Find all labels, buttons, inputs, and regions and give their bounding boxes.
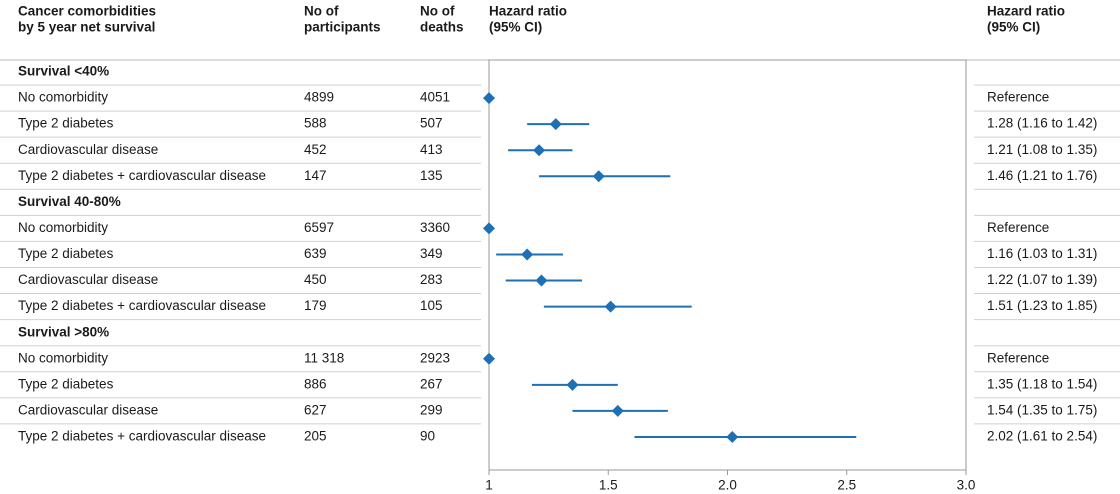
deaths: 135 (420, 168, 443, 183)
deaths: 90 (420, 429, 435, 444)
row-label: Type 2 diabetes + cardiovascular disease (18, 298, 266, 313)
participants: 179 (304, 298, 327, 313)
deaths: 507 (420, 116, 443, 131)
x-tick-label: 2.0 (718, 478, 737, 493)
hr-marker (592, 170, 605, 183)
hr-label: Reference (987, 90, 1049, 105)
deaths: 267 (420, 376, 443, 391)
hr-marker (535, 274, 548, 287)
hr-marker (521, 248, 534, 261)
x-tick-label: 1.5 (599, 478, 618, 493)
hr-label: 1.16 (1.03 to 1.31) (987, 246, 1097, 261)
column-header: deaths (420, 20, 464, 35)
column-header: Hazard ratio (489, 4, 567, 19)
participants: 452 (304, 142, 327, 157)
participants: 886 (304, 376, 327, 391)
participants: 6597 (304, 220, 334, 235)
row-label: Type 2 diabetes + cardiovascular disease (18, 168, 266, 183)
row-label: Cardiovascular disease (18, 142, 158, 157)
x-tick-label: 3.0 (957, 478, 976, 493)
row-label: Type 2 diabetes + cardiovascular disease (18, 429, 266, 444)
plot-frame (488, 59, 967, 471)
row-label: Cardiovascular disease (18, 272, 158, 287)
row-label: No comorbidity (18, 220, 108, 235)
group-label: Survival >80% (18, 324, 109, 339)
x-tick-label: 2.5 (837, 478, 856, 493)
group-label: Survival 40-80% (18, 194, 121, 209)
hr-label: 1.51 (1.23 to 1.85) (987, 298, 1097, 313)
column-header: No of (420, 4, 455, 19)
hr-label: 2.02 (1.61 to 2.54) (987, 429, 1097, 444)
hr-label: Reference (987, 220, 1049, 235)
hr-marker (483, 352, 495, 365)
deaths: 2923 (420, 350, 450, 365)
column-header: (95% CI) (489, 20, 542, 35)
hr-marker (533, 144, 546, 157)
column-header: Cancer comorbidities (18, 4, 156, 19)
row-label: No comorbidity (18, 350, 108, 365)
x-tick-label: 1 (485, 478, 493, 493)
column-header: Hazard ratio (987, 4, 1065, 19)
hr-marker (483, 222, 495, 235)
deaths: 4051 (420, 90, 450, 105)
participants: 205 (304, 429, 327, 444)
deaths: 3360 (420, 220, 450, 235)
deaths: 299 (420, 402, 443, 417)
column-header: (95% CI) (987, 20, 1040, 35)
column-header: participants (304, 20, 381, 35)
participants: 639 (304, 246, 327, 261)
deaths: 283 (420, 272, 443, 287)
column-header: by 5 year net survival (18, 20, 155, 35)
hr-marker (483, 92, 495, 105)
hr-label: Reference (987, 350, 1049, 365)
participants: 627 (304, 402, 327, 417)
group-label: Survival <40% (18, 64, 109, 79)
hr-marker (611, 404, 624, 417)
hr-marker (549, 118, 562, 131)
row-label: Cardiovascular disease (18, 402, 158, 417)
hr-marker (604, 300, 617, 313)
hr-label: 1.54 (1.35 to 1.75) (987, 402, 1097, 417)
hr-label: 1.22 (1.07 to 1.39) (987, 272, 1097, 287)
participants: 147 (304, 168, 327, 183)
participants: 4899 (304, 90, 334, 105)
row-label: Type 2 diabetes (18, 376, 114, 391)
column-header: No of (304, 4, 339, 19)
participants: 11 318 (304, 350, 344, 365)
deaths: 105 (420, 298, 443, 313)
deaths: 413 (420, 142, 443, 157)
row-label: Type 2 diabetes (18, 246, 114, 261)
row-label: No comorbidity (18, 90, 108, 105)
participants: 450 (304, 272, 327, 287)
hr-marker (726, 430, 739, 443)
row-label: Type 2 diabetes (18, 116, 114, 131)
hr-label: 1.46 (1.21 to 1.76) (987, 168, 1097, 183)
hr-label: 1.28 (1.16 to 1.42) (987, 116, 1097, 131)
hr-label: 1.21 (1.08 to 1.35) (987, 142, 1097, 157)
deaths: 349 (420, 246, 443, 261)
hr-label: 1.35 (1.18 to 1.54) (987, 376, 1097, 391)
participants: 588 (304, 116, 327, 131)
hr-marker (566, 378, 579, 391)
